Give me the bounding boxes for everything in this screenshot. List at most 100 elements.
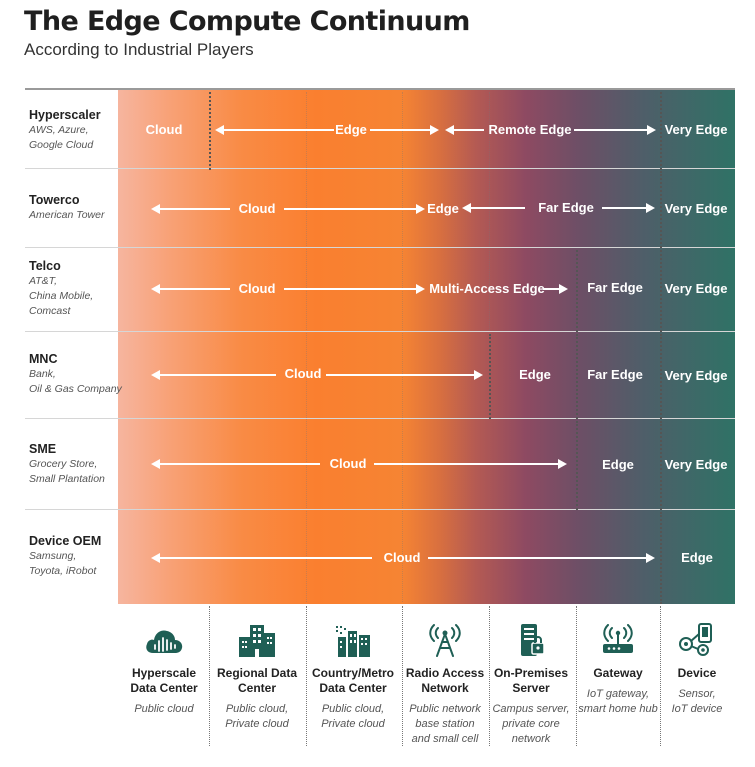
radio-tower-icon: [429, 624, 461, 657]
zone-label: Cloud: [238, 201, 276, 216]
column-guide: [306, 92, 307, 602]
column-name: Device: [677, 666, 717, 680]
range-arrow: [462, 203, 525, 213]
column-device: Device Sensor, IoT device: [651, 620, 743, 717]
range-arrow: [543, 284, 568, 294]
row-examples: Bank, Oil & Gas Company: [29, 368, 122, 395]
range-arrow: [151, 284, 230, 294]
range-arrow: [428, 553, 655, 563]
range-arrow: [326, 370, 483, 380]
row-hyperscaler: Hyperscaler AWS, Azure, Google Cloud: [25, 90, 735, 169]
boundary-line: [576, 334, 578, 419]
range-arrow: [284, 204, 425, 214]
range-arrow: [374, 459, 567, 469]
row-examples: AT&T, China Mobile, Comcast: [29, 275, 94, 317]
column-gateway: Gateway IoT gateway, smart home hub: [572, 620, 664, 717]
range-arrow: [284, 284, 425, 294]
row-name: Telco: [29, 259, 61, 273]
column-divider: [489, 606, 490, 746]
zone-label: Cloud: [238, 281, 276, 296]
zone-label: Edge: [519, 367, 551, 382]
boundary-line: [660, 512, 662, 604]
range-arrow: [151, 204, 230, 214]
zone-label: Very Edge: [664, 457, 728, 472]
column-description: IoT gateway, smart home hub: [578, 688, 658, 715]
column-radio-access-network: Radio Access Network Public network base…: [399, 620, 491, 747]
zone-label: Very Edge: [664, 281, 728, 296]
cloud-datacenter-icon: [146, 630, 183, 653]
city-icon: [336, 626, 370, 657]
row-name: Towerco: [29, 193, 80, 207]
continuum-gradient-band: [118, 90, 735, 604]
row-name: Hyperscaler: [29, 108, 101, 122]
zone-label: Far Edge: [538, 200, 594, 215]
zone-label: Cloud: [383, 550, 421, 565]
range-arrow: [215, 125, 334, 135]
column-regional-data-center: Regional Data Center Public cloud, Priva…: [211, 620, 303, 732]
range-arrow: [151, 370, 276, 380]
zone-label: Cloud: [284, 366, 322, 381]
boundary-line: [576, 250, 578, 332]
column-name: Gateway: [593, 666, 643, 680]
column-divider: [402, 606, 403, 746]
zone-label: Very Edge: [664, 122, 728, 137]
top-divider: [25, 88, 735, 90]
zone-label: Cloud: [145, 122, 183, 137]
row-name: MNC: [29, 352, 58, 366]
boundary-line: [660, 334, 662, 419]
column-name: Country/Metro Data Center: [312, 666, 394, 695]
zone-label: Edge: [681, 550, 713, 565]
zone-label: Edge: [602, 457, 634, 472]
column-description: Public cloud, Private cloud: [225, 703, 289, 730]
page-title: The Edge Compute Continuum: [24, 6, 470, 37]
column-name: Hyperscale Data Center: [130, 666, 198, 695]
column-description: Public network base station and small ce…: [409, 703, 481, 745]
zone-label: Far Edge: [587, 280, 643, 295]
boundary-line: [660, 92, 662, 170]
column-divider: [306, 606, 307, 746]
zone-label: Far Edge: [587, 367, 643, 382]
column-divider: [209, 606, 210, 746]
row-examples: Grocery Store, Small Plantation: [29, 458, 105, 485]
range-arrow: [151, 459, 320, 469]
boundary-line: [489, 334, 491, 419]
zone-label: Cloud: [329, 456, 367, 471]
row-name: Device OEM: [29, 534, 102, 548]
boundary-line: [660, 171, 662, 248]
row-examples: Samsung, Toyota, iRobot: [29, 550, 97, 577]
devices-icon: [679, 623, 712, 656]
range-arrow: [574, 125, 656, 135]
row-sme: SME Grocery Store, Small Plantation: [25, 419, 735, 510]
column-description: Public cloud, Private cloud: [321, 703, 385, 730]
column-name: Regional Data Center: [216, 666, 297, 695]
zone-label: Very Edge: [664, 201, 728, 216]
zone-label: Edge: [335, 122, 367, 137]
range-arrow: [602, 203, 655, 213]
range-arrow: [370, 125, 439, 135]
range-arrow: [445, 125, 484, 135]
zone-label: Remote Edge: [488, 122, 572, 137]
page-subtitle: According to Industrial Players: [24, 40, 254, 59]
column-name: On-Premises Server: [493, 666, 569, 695]
row-examples: American Tower: [29, 209, 105, 221]
range-arrow: [151, 553, 372, 563]
boundary-line: [660, 421, 662, 510]
column-guide: [489, 92, 490, 332]
column-name: Radio Access Network: [405, 666, 485, 695]
boundary-line: [209, 92, 211, 170]
column-description: Campus server, private core network: [492, 703, 570, 745]
zone-label: Very Edge: [664, 368, 728, 383]
row-mnc: MNC Bank, Oil & Gas Company: [25, 332, 735, 419]
column-on-premises-server: On-Premises Server Campus server, privat…: [485, 620, 577, 747]
column-hyperscale-data-center: Hyperscale Data Center Public cloud: [118, 620, 210, 717]
row-name: SME: [29, 442, 57, 456]
row-device-oem: Device OEM Samsung, Toyota, iRobot: [25, 510, 735, 604]
buildings-icon: [239, 625, 275, 657]
column-divider: [576, 606, 577, 746]
row-telco: Telco AT&T, China Mobile, Comcast: [25, 248, 735, 332]
server-icon: [521, 624, 545, 656]
row-examples: AWS, Azure, Google Cloud: [29, 124, 94, 151]
router-icon: [603, 624, 633, 653]
boundary-line: [576, 421, 578, 510]
zone-label: Multi-Access Edge: [429, 281, 545, 296]
